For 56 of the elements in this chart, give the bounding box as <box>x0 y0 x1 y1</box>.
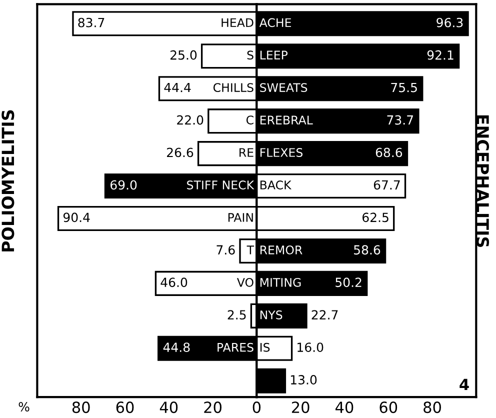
y-axis-title: ENCEPHALITIS <box>476 115 490 247</box>
x-tick-label: 60 <box>380 402 398 414</box>
y-tick-label: MITING <box>260 278 301 287</box>
x-tick-label: 20 <box>292 402 310 414</box>
x-tick-label: 80 <box>424 402 441 414</box>
data-label: 58.6 <box>354 245 380 255</box>
y-tick-label: BACK <box>260 180 292 190</box>
x-tick-label: 80 <box>72 402 90 414</box>
y-tick-label: FLEXES <box>260 148 303 157</box>
y-axis-title: POLIOMYELITIS <box>2 110 14 252</box>
data-label: 62.5 <box>362 212 388 222</box>
y-tick-label: LEEP <box>260 50 288 60</box>
data-label: 26.6 <box>166 148 194 158</box>
y-tick-label: EREBRAL <box>260 116 313 124</box>
data-label: 2.5 <box>228 310 246 320</box>
data-label: 75.5 <box>391 82 417 92</box>
data-label: 73.7 <box>387 115 413 125</box>
data-label: 96.3 <box>436 18 463 28</box>
y-tick-label: C <box>246 116 254 125</box>
x-tick-label: 40 <box>336 402 354 414</box>
x-axis-title: % <box>18 402 30 412</box>
y-tick-label: ACHE <box>259 18 292 28</box>
y-tick-label: VO <box>236 278 254 287</box>
data-label: 68.6 <box>376 148 402 158</box>
y-tick-label: SWEATS <box>260 83 308 92</box>
data-label: 13.0 <box>290 375 317 384</box>
y-tick-label: STIFF NECK <box>187 180 254 190</box>
data-label: 7.6 <box>216 245 235 255</box>
data-label: 22.0 <box>177 115 204 125</box>
data-label: 44.8 <box>163 342 190 352</box>
x-tick-label: 20 <box>204 402 222 414</box>
y-tick-label: IS <box>260 342 270 352</box>
data-label: 69.0 <box>110 180 137 190</box>
y-tick-label: PAIN <box>228 213 253 222</box>
data-label: 92.1 <box>427 50 454 60</box>
data-label: 46.0 <box>160 278 188 288</box>
data-label: 50.2 <box>336 278 362 288</box>
x-tick-label: 0 <box>252 402 261 414</box>
x-tick-label: 40 <box>160 402 178 414</box>
y-tick-label: RE <box>240 148 254 157</box>
x-tick-label: 60 <box>116 402 134 414</box>
data-label: 90.4 <box>63 212 90 222</box>
annotation: 4 <box>460 378 469 390</box>
data-label: 16.0 <box>298 342 324 352</box>
data-label: 25.0 <box>170 50 197 60</box>
data-label: 44.4 <box>164 82 191 92</box>
y-tick-label: S <box>247 50 254 60</box>
data-label: 67.7 <box>374 180 400 190</box>
y-tick-label: T <box>246 246 254 254</box>
y-tick-label: NYS <box>260 310 282 320</box>
y-tick-label: REMOR <box>260 245 302 254</box>
data-label: 83.7 <box>78 18 104 28</box>
y-tick-label: HEAD <box>222 18 254 27</box>
y-tick-label: CHILLS <box>213 83 254 92</box>
y-tick-label: PARES <box>218 342 254 352</box>
data-label: 22.7 <box>312 310 338 320</box>
